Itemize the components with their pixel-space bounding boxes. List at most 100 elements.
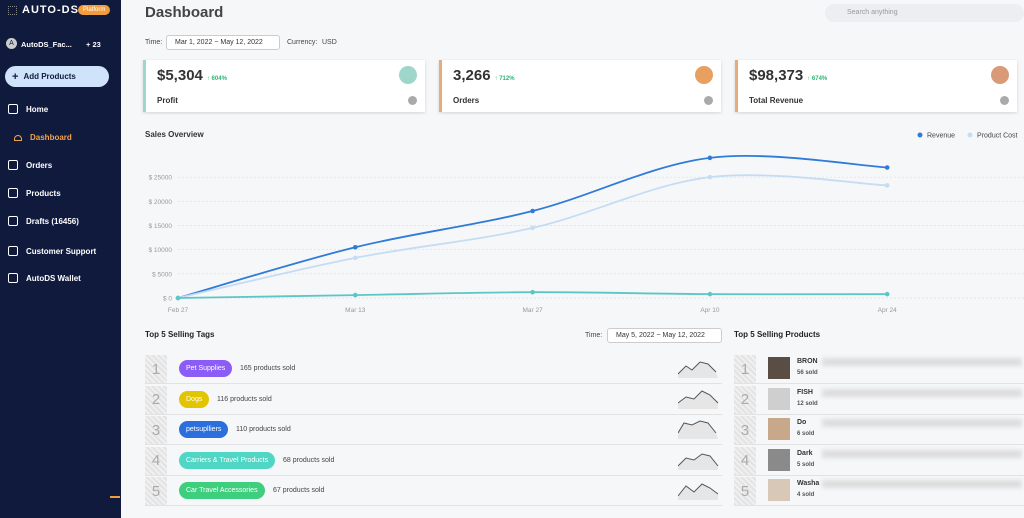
tag-pill[interactable]: Car Travel Accessories (179, 482, 265, 499)
kpi-change: ↑ 674% (807, 76, 828, 82)
sold-count: 5 sold (797, 461, 815, 468)
nav-label: Products (26, 188, 61, 198)
blurred-text (822, 419, 1022, 427)
x-tick-label: Apr 10 (700, 307, 720, 314)
data-point (175, 295, 181, 301)
blurred-text (822, 388, 1022, 397)
product-thumb (768, 387, 790, 410)
blurred-text (822, 449, 1022, 458)
product-row: 3 Do 6 sold (734, 415, 1024, 445)
rank: 4 (145, 446, 167, 475)
kpi-value: $98,373 ↑ 674% (749, 67, 828, 84)
tag-pill[interactable]: Pet Supplies (179, 360, 233, 377)
tags-title: Top 5 Selling Tags (145, 330, 215, 339)
x-tick-label: Feb 27 (168, 307, 189, 314)
y-tick-label: $ 15000 (149, 223, 173, 230)
sidebar: AUTO-DS- Platform A AutoDS_Fac... + 23 +… (0, 0, 121, 518)
x-tick-label: Mar 27 (522, 307, 543, 314)
nav-label: AutoDS Wallet (26, 273, 81, 283)
rank: 2 (145, 385, 167, 414)
tags-date-range[interactable]: May 5, 2022 ~ May 12, 2022 (607, 328, 722, 343)
product-thumb (768, 418, 790, 440)
nav-item[interactable]: Orders (8, 160, 52, 170)
help-icon[interactable] (704, 96, 713, 105)
legend-label: Revenue (927, 133, 955, 140)
avatar: A (6, 38, 17, 49)
sales-chart: Sales Overview $ 0 $ 5000 $ 10000 $ 15000 $ … (145, 130, 1024, 314)
data-point (707, 174, 713, 180)
product-row: 4 Dark 5 sold (734, 446, 1024, 476)
nav-item[interactable]: Dashboard (14, 133, 72, 142)
brand: AUTO-DS- (22, 4, 84, 16)
menu-icon[interactable] (8, 6, 17, 15)
product-name[interactable]: Washa (797, 480, 820, 487)
data-point (884, 291, 890, 297)
data-point (884, 183, 890, 188)
sold-count: 165 products sold (240, 365, 296, 372)
sold-count: 67 products sold (273, 487, 325, 494)
data-point (884, 165, 890, 170)
nav-label: Drafts (16456) (26, 216, 79, 226)
tag-pill[interactable]: Dogs (179, 390, 210, 408)
tag-pill[interactable]: Carriers & Travel Products (179, 451, 276, 469)
nav-label: Customer Support (26, 246, 97, 256)
rank: 1 (145, 355, 167, 383)
nav-item[interactable]: Products (8, 188, 61, 198)
nav-icon (8, 188, 18, 198)
kpi-change: ↑ 604% (206, 76, 227, 82)
tag-row: 1 Pet Supplies 165 products sold (145, 354, 722, 384)
account-name[interactable]: AutoDS_Fac... (21, 40, 72, 49)
product-name[interactable]: Do (797, 419, 807, 426)
kpi-icon (695, 66, 713, 84)
kpi-label: Total Revenue (749, 96, 804, 105)
help-icon[interactable] (1000, 96, 1009, 105)
sold-count: 110 products sold (236, 426, 291, 433)
tag-pill[interactable]: petsuplliers (179, 421, 229, 438)
nav-icon (8, 246, 18, 256)
kpi-icon (399, 66, 417, 84)
help-icon[interactable] (408, 96, 417, 105)
currency[interactable]: USD (322, 39, 337, 46)
add-products-button[interactable]: + Add Products (5, 66, 109, 87)
y-tick-label: $ 5000 (152, 271, 172, 278)
nav-item[interactable]: Drafts (16456) (8, 216, 79, 226)
legend-swatch (917, 132, 923, 138)
currency-label: Currency: (287, 39, 318, 46)
nav-item[interactable]: Customer Support (8, 246, 96, 256)
product-name[interactable]: FISH (797, 388, 813, 396)
sold-count: 68 products sold (283, 456, 335, 464)
date-start: May 5, 2022 (616, 332, 655, 339)
rank: 4 (734, 446, 756, 475)
rank: 3 (734, 416, 756, 444)
kpi-value: 3,266 ↑ 712% (453, 67, 515, 84)
date-range[interactable]: Mar 1, 2022 ~ May 12, 2022 (166, 35, 280, 50)
nav-icon (8, 160, 18, 170)
products-title: Top 5 Selling Products (734, 330, 821, 339)
tag-row: 3 petsuplliers 110 products sold (145, 415, 722, 445)
series-line (177, 174, 888, 299)
sparkline (678, 452, 719, 470)
rank: 1 (734, 355, 756, 383)
kpi-change: ↑ 712% (494, 76, 515, 82)
legend-label: Product Cost (977, 133, 1018, 140)
kpi-label: Profit (157, 96, 178, 105)
kpi-card: $98,373 ↑ 674% Total Revenue (735, 60, 1017, 112)
nav-item[interactable]: AutoDS Wallet (8, 273, 81, 283)
sold-count: 116 products sold (217, 395, 272, 403)
product-thumb (768, 479, 790, 501)
search-box[interactable]: Search anything (825, 4, 1024, 22)
date-end: May 12, 2022 (662, 332, 705, 339)
product-name[interactable]: Dark (797, 449, 813, 457)
nav-item[interactable]: Home (8, 104, 48, 114)
data-point (530, 289, 535, 295)
product-name[interactable]: BRON (797, 358, 818, 365)
nav-icon (8, 104, 18, 114)
blurred-text (822, 480, 1022, 488)
data-point (353, 292, 358, 298)
tag-row: 5 Car Travel Accessories 67 products sold (145, 476, 722, 506)
legend-swatch (967, 132, 973, 138)
y-tick-label: $ 0 (163, 296, 172, 303)
data-point (707, 155, 713, 161)
y-tick-label: $ 20000 (149, 199, 173, 206)
